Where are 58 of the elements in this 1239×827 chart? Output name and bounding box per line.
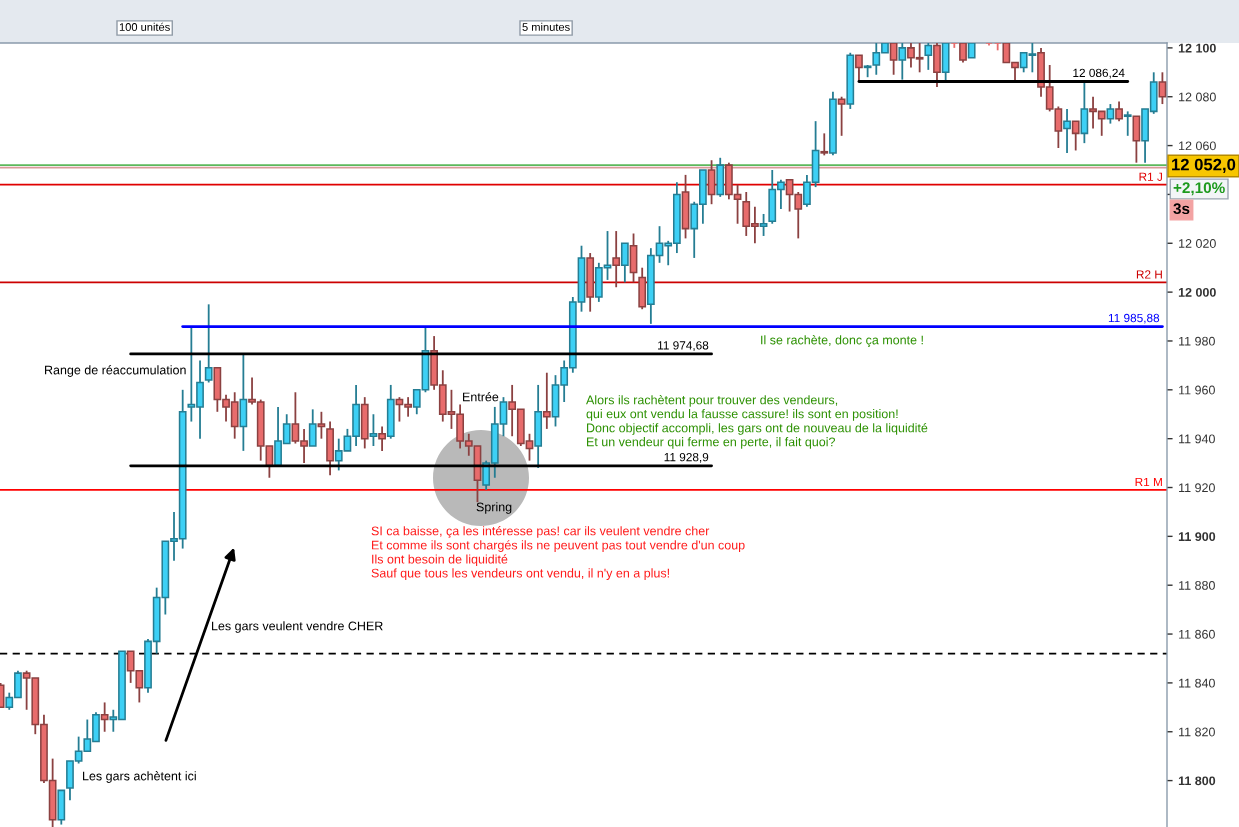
candlestick [1158, 71, 1167, 105]
y-tick-label: 11 840 [1179, 678, 1215, 688]
y-tick-label: 11 800 [1178, 776, 1216, 786]
y-tick-label: 11 980 [1179, 336, 1215, 346]
y-tick-label: 11 820 [1179, 727, 1215, 737]
candlestick [620, 242, 629, 284]
series-label: 11 974,68 [658, 341, 709, 351]
candlestick [820, 132, 829, 157]
annotation: Entrée [463, 392, 499, 402]
candlestick [542, 371, 551, 430]
candlestick [889, 43, 898, 76]
candlestick [1123, 110, 1132, 137]
candlestick [855, 54, 863, 83]
ref-line-label: R1 M [1135, 477, 1162, 487]
candlestick [1106, 103, 1115, 125]
annotation: Spring [476, 502, 512, 514]
candlestick [1071, 120, 1080, 152]
candlestick [308, 408, 317, 447]
text: 100 unités [119, 22, 170, 31]
candlestick [100, 701, 109, 733]
ref-line-label: R2 H [1136, 270, 1162, 279]
candlestick [959, 43, 967, 64]
y-tick-label: 11 880 [1179, 581, 1215, 590]
y-tick-label: 11 860 [1179, 629, 1215, 639]
y-tick-label: 11 900 [1178, 532, 1216, 542]
series-label: 11 928,9 [664, 453, 709, 463]
y-tick-label: 12 100 [1178, 43, 1216, 53]
annotation: Les gars achètent ici [83, 771, 196, 783]
text: 12 052,0 [1172, 158, 1236, 173]
y-tick-label: 12 000 [1178, 287, 1216, 297]
candlestick [759, 213, 768, 237]
series-label: 12 086,24 [1073, 68, 1125, 79]
y-tick-label: 11 960 [1179, 385, 1215, 395]
y-tick-label: 12 080 [1179, 92, 1216, 102]
series-label: 11 985,88 [1108, 313, 1160, 324]
annotation: Les gars veulent vendre CHER [212, 621, 383, 633]
text: +2,10% [1173, 182, 1225, 196]
annotation: Alors ils rachètent pour trouver des vendeurs, qui eux ont vendu la fausse cassure! ils sont en position! Donc objectif accompli, les gars ont de nouveau de la liquidité Et un vendeur qui ferme en perte, il fait quoi? [586, 395, 928, 449]
candlestick [924, 43, 933, 71]
text: 3s [1173, 203, 1190, 215]
candlestick [612, 230, 621, 289]
y-tick-label: 11 940 [1179, 434, 1215, 444]
y-tick-label: 11 920 [1179, 483, 1215, 493]
annotation: SI ca baisse, ça les intéresse pas! car ils veulent vendre cher Et comme ils sont chargés ils ne peuvent pas tout vendre d'un coup Ils ont besoin de liquidité Sauf que tous les vendeurs ont vendu, il n'y en a plus! [371, 526, 745, 580]
text: 5 minutes [522, 22, 570, 31]
annotation: Range de réaccumulation [45, 365, 186, 377]
ref-line-label: R1 J [1139, 172, 1162, 181]
candlestick [898, 43, 907, 81]
y-tick-label: 12 020 [1179, 239, 1216, 248]
candlestick [369, 413, 378, 447]
candlestick [837, 95, 846, 137]
y-tick-label: 12 060 [1179, 141, 1216, 151]
candlestick [378, 425, 386, 452]
candlestick [1115, 100, 1123, 123]
annotation: Il se rachète, donc ça monte ! [761, 335, 923, 347]
candlestick [317, 410, 326, 440]
candlestick [204, 303, 213, 384]
candlestick [1063, 108, 1071, 154]
